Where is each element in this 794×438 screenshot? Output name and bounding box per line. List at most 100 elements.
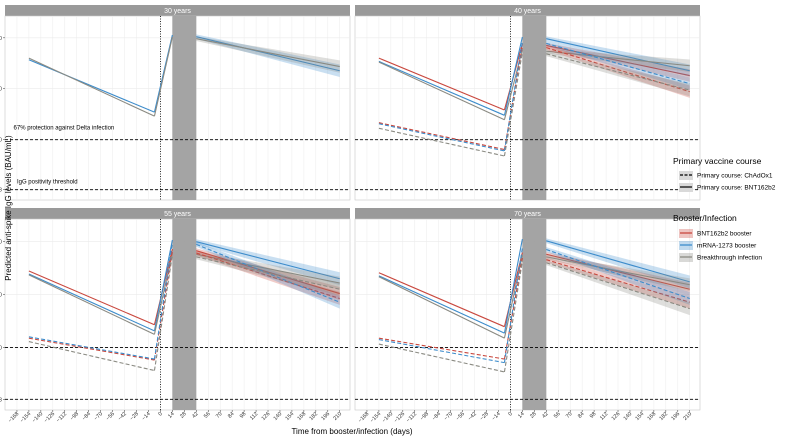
x-tick-label: −14: [491, 411, 502, 422]
legend-label: BNT162b2 booster: [697, 231, 752, 238]
x-tick-label: −98: [69, 411, 80, 422]
pre-booster-line: [28, 57, 155, 117]
x-tick-label: −84: [431, 411, 442, 422]
pre-booster-line: [378, 276, 505, 339]
x-tick-label: 154: [635, 411, 646, 422]
x-tick-label: 140: [273, 411, 284, 422]
booster-rise-line: [503, 52, 523, 157]
post-booster-line: [546, 262, 690, 310]
x-tick-label: −28: [129, 411, 140, 422]
booster-rise-line: [503, 36, 523, 116]
x-tick-label: −42: [117, 411, 128, 422]
post-booster-line: [196, 243, 340, 303]
legend-label: Breakthrough infection: [697, 255, 762, 262]
y-tick-label: 2000: [0, 240, 2, 246]
pre-booster-line: [378, 337, 505, 360]
post-booster-line: [546, 50, 690, 67]
pre-booster-line: [28, 336, 155, 360]
panel-title: 30 years: [164, 8, 191, 15]
x-tick-label: −14: [141, 411, 152, 422]
y-axis-title: Predicted anti-spike IgG levels (BAU/mL): [4, 135, 13, 281]
booster-window-band: [172, 16, 197, 200]
x-tick-label: −126: [393, 411, 406, 424]
post-booster-line: [196, 250, 340, 295]
y-tick-label: 450: [0, 87, 2, 93]
booster-rise-line: [503, 247, 523, 363]
pre-booster-line: [378, 343, 505, 373]
pre-booster-line: [378, 60, 505, 116]
pre-booster-line: [28, 341, 155, 372]
x-tick-label: 196: [320, 411, 331, 422]
pre-booster-line: [378, 275, 505, 334]
booster-window-band: [172, 219, 197, 410]
panel-70-years: 70 years−168−154−140−126 −112 −98 −84 −70 −56…: [354, 208, 701, 424]
panel-title: 40 years: [514, 8, 541, 15]
pre-booster-line: [28, 337, 155, 361]
x-tick-label: 0: [157, 411, 163, 417]
y-tick-label: 2000: [0, 36, 2, 42]
pre-booster-line: [378, 127, 505, 157]
x-tick-label: 70: [565, 411, 574, 420]
x-tick-label: 0: [507, 411, 513, 417]
x-tick-label: 112: [599, 411, 609, 421]
panel-strip: [5, 5, 350, 16]
x-tick-label: 126: [611, 411, 622, 422]
booster-rise-line: [503, 238, 523, 334]
panel-40-years: 40 years: [354, 5, 701, 201]
x-tick-label: −140: [381, 411, 394, 424]
booster-window-band: [522, 16, 547, 200]
positivity-threshold-label: IgG positivity threshold: [17, 180, 78, 186]
pre-booster-line: [28, 270, 155, 326]
panel-55-years: 55 years231004502000−168−154−140−126−112…: [0, 208, 351, 424]
booster-rise-line: [153, 239, 173, 331]
booster-rise-line: [153, 255, 173, 371]
panel-30-years: 30 years 67% protection against Delta inf…: [0, 5, 351, 201]
x-tick-label: 98: [589, 411, 598, 420]
booster-window-band: [522, 219, 547, 410]
x-tick-label: 70: [215, 411, 224, 420]
post-booster-line: [546, 249, 690, 300]
confidence-ribbon: [546, 51, 690, 97]
x-tick-label: 168: [647, 411, 658, 422]
pre-booster-line: [378, 123, 505, 152]
x-tick-label: −112: [55, 411, 68, 424]
confidence-ribbon: [196, 254, 340, 296]
x-tick-label: −98: [419, 411, 430, 422]
x-tick-label: 112: [249, 411, 259, 421]
pre-booster-line: [28, 273, 155, 332]
y-tick-label: 100: [0, 138, 2, 144]
x-axis-title: Time from booster/infection (days): [291, 427, 412, 436]
x-tick-label: 182: [309, 411, 320, 422]
x-tick-label: 84: [577, 411, 586, 420]
pre-booster-line: [378, 122, 505, 151]
x-tick-label: −42: [467, 411, 478, 422]
x-tick-label: −140: [31, 411, 44, 424]
x-tick-label: 42: [541, 411, 550, 420]
pre-booster-line: [28, 274, 155, 335]
panel-strip: [355, 208, 700, 219]
legend-label: Primary course: BNT162b2: [697, 185, 776, 192]
post-booster-line: [546, 256, 690, 286]
panel-title: 70 years: [514, 211, 541, 218]
post-booster-line: [196, 253, 340, 284]
x-tick-label: −154: [19, 411, 32, 424]
legend: Primary vaccine course Primary course: Ch…: [673, 156, 776, 262]
y-tick-label: 450: [0, 292, 2, 298]
legend-title-primary: Primary vaccine course: [673, 156, 762, 166]
x-tick-label: −126: [43, 411, 56, 424]
panel-strip: [355, 5, 700, 16]
x-tick-label: 14: [517, 411, 526, 420]
x-tick-label: −56: [455, 411, 466, 422]
x-tick-label: −168: [357, 411, 370, 424]
booster-rise-line: [153, 242, 173, 360]
x-tick-label: 28: [529, 411, 538, 420]
legend-label: Primary course: ChAdOx1: [697, 173, 773, 180]
post-booster-line: [196, 252, 340, 300]
x-tick-label: 154: [285, 411, 296, 422]
x-tick-label: 84: [227, 411, 236, 420]
protection-threshold-label: 67% protection against Delta infection: [14, 126, 115, 132]
x-tick-label: −168: [7, 411, 20, 424]
x-tick-label: 42: [191, 411, 200, 420]
booster-rise-line: [503, 252, 523, 327]
legend-title-booster: Booster/Infection: [673, 213, 737, 223]
